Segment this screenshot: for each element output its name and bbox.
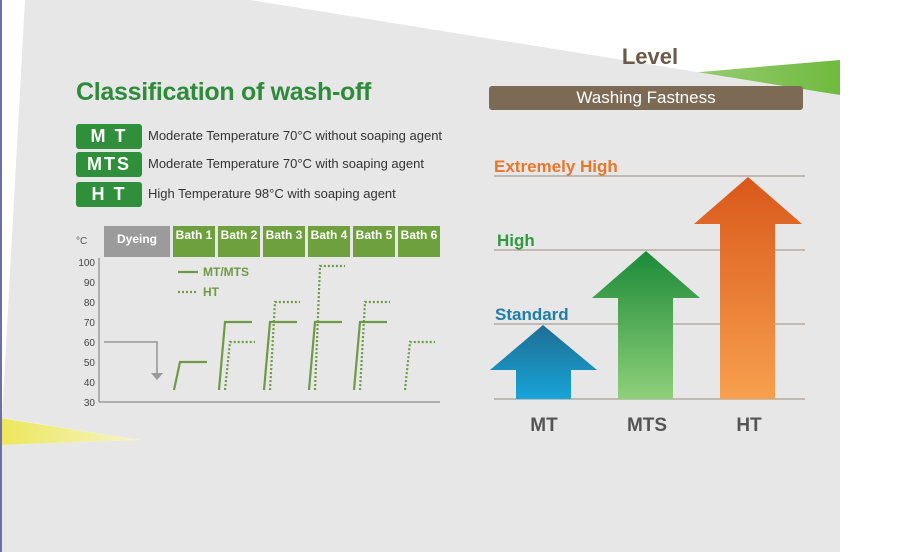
y-tick-label: 30 [84, 398, 96, 409]
dyeing-arrow [151, 373, 163, 380]
header-bath-6: Bath 6 [398, 226, 440, 257]
y-tick-label: 60 [84, 338, 96, 349]
header-bath-3: Bath 3 [263, 226, 305, 257]
arrow-ht [694, 177, 802, 399]
y-tick-label: 70 [84, 318, 96, 329]
y-tick-label: 80 [84, 298, 96, 309]
header-dyeing: Dyeing [104, 226, 170, 257]
level-label-extremely-high: Extremely High [494, 157, 618, 176]
y-tick-label: 100 [78, 258, 95, 269]
mt-mts-line [172, 360, 207, 391]
header-bath-1: Bath 1 [173, 226, 215, 257]
badge-ht: H T [76, 182, 142, 207]
mt-mts-line [352, 320, 387, 391]
badge-mt: M T [76, 124, 142, 149]
legend-label-ht: HT [203, 285, 220, 299]
mt-mts-line [307, 320, 342, 391]
desc-mts: Moderate Temperature 70°C with soaping a… [148, 156, 424, 171]
desc-mt: Moderate Temperature 70°C without soapin… [148, 128, 443, 143]
desc-ht: High Temperature 98°C with soaping agent [148, 186, 396, 201]
header-bath-2: Bath 2 [218, 226, 260, 257]
ht-line [268, 300, 300, 391]
y-tick-label: 40 [84, 378, 96, 389]
y-tick-label: 90 [84, 278, 96, 289]
header-bath-4: Bath 4 [308, 226, 350, 257]
level-label-high: High [497, 231, 535, 250]
ht-line [403, 340, 435, 391]
washing-fastness-bar: Washing Fastness [489, 86, 803, 110]
ht-line [223, 340, 255, 391]
ht-line [313, 264, 345, 391]
category-label-mt: MT [530, 415, 558, 436]
arrow-mt [490, 325, 597, 399]
level-label-standard: Standard [495, 305, 569, 324]
header-bath-5: Bath 5 [353, 226, 395, 257]
level-heading: Level [621, 44, 679, 69]
dyeing-line [104, 341, 158, 377]
badge-mts: MTS [76, 152, 142, 177]
category-label-ht: HT [736, 415, 762, 436]
ht-line [358, 300, 390, 391]
mt-mts-line [217, 320, 252, 391]
process-chart: °C 30 40 50 60 70 80 90 100 MT/MTS HT [76, 236, 440, 409]
legend-label-mt-mts: MT/MTS [203, 265, 249, 279]
category-label-mts: MTS [626, 415, 668, 436]
section-title: Classification of wash-off [76, 78, 372, 106]
mt-mts-line [262, 320, 297, 391]
arrow-mts [592, 251, 700, 399]
y-tick-label: 50 [84, 358, 96, 369]
unit-label: °C [76, 236, 87, 247]
